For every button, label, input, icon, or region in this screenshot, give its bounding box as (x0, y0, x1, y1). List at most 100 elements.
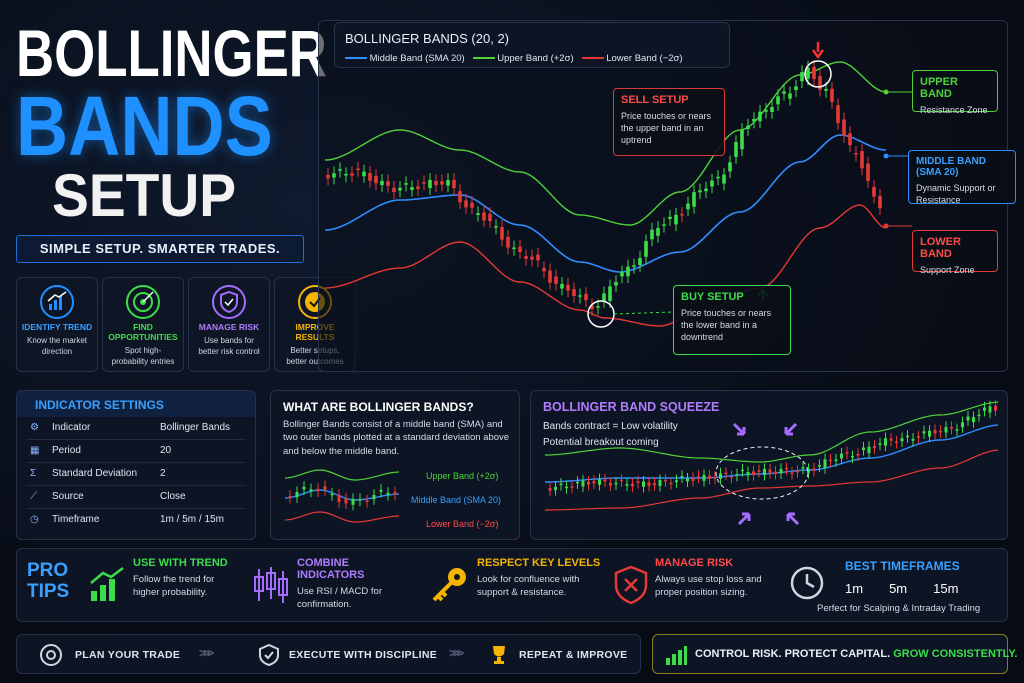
feature-card: IDENTIFY TREND Know the market direction (16, 277, 98, 372)
candle (873, 446, 876, 449)
title-line: BOLLINGER (16, 16, 327, 90)
candle (338, 169, 342, 171)
callout-title: MIDDLE BAND (SMA 20) (916, 156, 986, 178)
candle (752, 118, 756, 122)
candle (806, 67, 810, 79)
setting-name: Standard Deviation (52, 468, 138, 479)
legend: Middle Band (SMA 20) Upper Band (+2σ) Lo… (345, 53, 683, 64)
candle (598, 479, 601, 485)
squeeze-panel: BOLLINGER BAND SQUEEZE Bands contract = … (530, 390, 1008, 540)
callout: LOWER BAND Support Zone (912, 230, 998, 275)
icon (790, 566, 824, 600)
candle (702, 474, 706, 481)
candle (536, 254, 540, 261)
candle (779, 468, 783, 474)
tip-title: COMBINE INDICATORS (297, 557, 365, 581)
band-line (324, 134, 887, 273)
candle (794, 86, 798, 91)
callout: UPPER BAND Resistance Zone (912, 70, 998, 115)
candle (752, 471, 755, 475)
candle (854, 152, 858, 155)
feature-card: MANAGE RISK Use bands for better risk co… (188, 277, 270, 372)
candle (746, 472, 750, 476)
candle (565, 486, 568, 489)
candle (500, 226, 504, 240)
candle (800, 71, 804, 82)
motto-box: CONTROL RISK. PROTECT CAPITAL. GROW CONS… (652, 634, 1018, 674)
candle (458, 191, 462, 203)
timeframe: 1m (845, 581, 864, 596)
setting-name: Period (52, 445, 81, 456)
candle (494, 226, 498, 228)
band-line (545, 449, 999, 511)
band-line (284, 511, 400, 523)
candle (674, 214, 678, 225)
candle (845, 452, 849, 454)
feature-title: MANAGE RISK (198, 322, 260, 332)
candle (724, 472, 728, 475)
candle (823, 459, 827, 469)
candle (704, 188, 708, 192)
candle (548, 488, 552, 491)
candle (911, 438, 915, 441)
candle (856, 453, 860, 456)
candle (664, 479, 667, 482)
candle (917, 436, 920, 438)
motto: CONTROL RISK. PROTECT CAPITAL. GROW CONS… (695, 648, 1018, 660)
legend-box: BOLLINGER BANDS (20, 2) Middle Band (SMA… (334, 22, 730, 68)
feature-card: FIND OPPORTUNITIES Spot high-probability… (102, 277, 184, 372)
candle (330, 493, 334, 496)
tip-title: MANAGE RISK (655, 557, 734, 569)
tip-text: Always use stop loss and proper position… (655, 574, 762, 598)
candle (302, 486, 306, 490)
setting-value: 20 (160, 445, 172, 456)
candle (608, 286, 612, 302)
setting-value: Bollinger Bands (160, 422, 231, 433)
candle (842, 119, 846, 136)
candle (434, 181, 438, 186)
tagline: SIMPLE SETUP. SMARTER TRADES. (16, 235, 304, 263)
row-icon: ◷ (30, 514, 39, 525)
candle (452, 179, 456, 189)
candle (658, 480, 662, 487)
feature-text: Better setups, better outcomes (286, 346, 344, 366)
candle (416, 186, 420, 189)
motto-highlight: GROW CONSISTENTLY. (893, 648, 1018, 660)
row-icon: ⟋ (30, 491, 37, 502)
candle (878, 443, 882, 445)
callout-text: Price touches or nears the lower band in… (681, 308, 772, 343)
candle (393, 492, 397, 495)
band-line (545, 424, 999, 483)
candle (560, 283, 564, 289)
candle (807, 468, 810, 473)
tip-title: BEST TIMEFRAMES (845, 559, 960, 573)
candle (830, 88, 834, 102)
legend-swatch (581, 57, 604, 60)
callout-text: Resistance Zone (920, 105, 988, 115)
candle (728, 162, 732, 172)
candle (644, 241, 648, 257)
panel-title: WHAT ARE BOLLINGER BANDS? (283, 400, 474, 414)
setting-name: Indicator (52, 422, 91, 433)
candle (735, 474, 739, 476)
candle (482, 212, 486, 221)
candle (631, 483, 634, 487)
candle (603, 479, 607, 482)
candle (866, 163, 870, 181)
candle (566, 284, 570, 291)
candle (900, 438, 904, 442)
candle (559, 483, 563, 486)
feature-title: IDENTIFY TREND (21, 322, 93, 332)
legend-swatch (345, 57, 367, 60)
candle (668, 216, 672, 220)
arrow (737, 512, 751, 526)
candle (983, 407, 986, 411)
candle (785, 467, 788, 470)
candle (829, 459, 832, 462)
candle (790, 472, 794, 474)
candle (309, 489, 313, 492)
candle (590, 305, 594, 310)
candle (398, 187, 402, 191)
candle (691, 477, 695, 481)
candle (774, 471, 777, 474)
